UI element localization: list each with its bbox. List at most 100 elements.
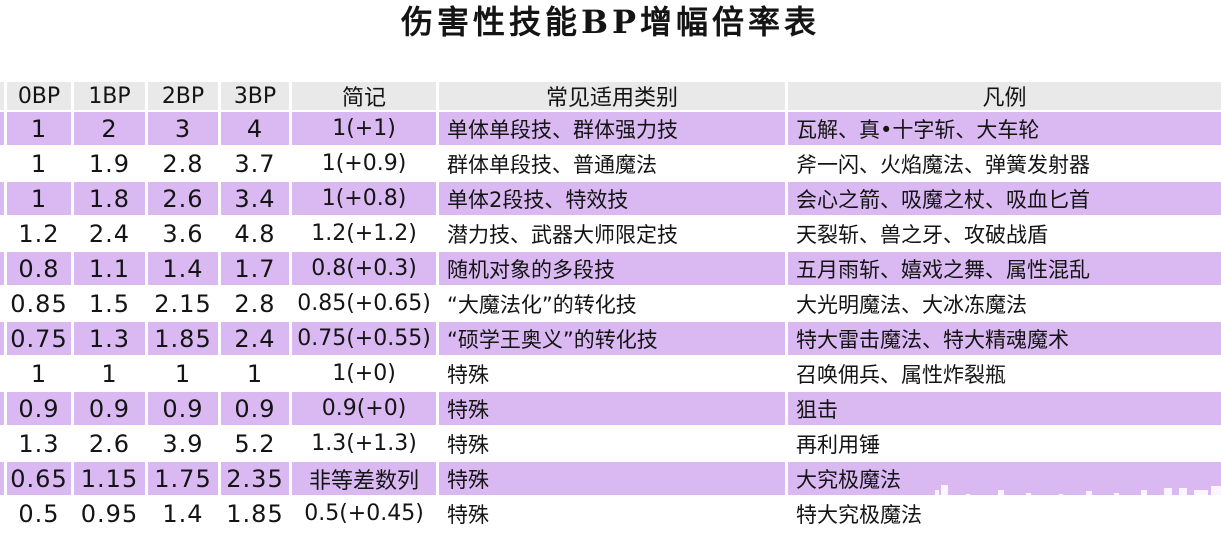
cell-1bp: 0.9 (74, 392, 145, 425)
cell-1bp: 1.1 (74, 252, 145, 285)
cell-3bp: 2.4 (221, 322, 289, 355)
cell-examples: 会心之箭、吸魔之杖、吸血匕首 (788, 182, 1221, 215)
cell-examples: 特大究极魔法 (796, 502, 922, 527)
cell-2bp: 1 (174, 359, 192, 388)
cell-1bp: 1.3 (74, 322, 145, 355)
cell-abbr: 1(+0.9) (321, 151, 407, 176)
cell-1bp: 2.6 (88, 429, 131, 458)
cell-0bp: 1 (7, 182, 71, 215)
cell-category: 单体2段技、特效技 (439, 182, 785, 215)
cell-category: 特殊 (447, 432, 489, 457)
cell-1bp: 0.95 (80, 499, 139, 528)
cell-0bp: 0.85 (10, 289, 68, 318)
row-edge-cell (0, 217, 4, 250)
cell-examples: 召唤佣兵、属性炸裂瓶 (796, 362, 1006, 387)
cell-2bp: 1.4 (148, 252, 218, 285)
cell-category: 特殊 (439, 462, 785, 495)
row-edge-cell (0, 392, 4, 425)
cell-1bp: 1.9 (88, 149, 131, 178)
cell-category: 特殊 (447, 502, 489, 527)
cell-2bp: 2.6 (148, 182, 218, 215)
col-header-abbr: 简记 (292, 82, 436, 110)
row-edge-cell (0, 252, 4, 285)
cell-abbr: 非等差数列 (292, 462, 436, 495)
cell-examples: 天裂斩、兽之牙、攻破战盾 (796, 222, 1048, 247)
cell-abbr: 0.5(+0.45) (304, 501, 424, 526)
header-edge-cell (0, 82, 4, 110)
cell-3bp: 2.8 (234, 289, 276, 318)
row-edge-cell (0, 287, 4, 320)
cell-abbr: 1(+0) (332, 361, 396, 386)
cell-3bp: 3.7 (234, 149, 276, 178)
cell-0bp: 0.75 (7, 322, 71, 355)
cell-2bp: 3.6 (162, 219, 204, 248)
cell-0bp: 0.5 (18, 499, 60, 528)
cell-examples: 瓦解、真•十字斩、大车轮 (788, 112, 1221, 145)
cell-examples: 斧一闪、火焰魔法、弹簧发射器 (796, 152, 1090, 177)
cell-2bp: 3 (148, 112, 218, 145)
cell-examples: 五月雨斩、嬉戏之舞、属性混乱 (788, 252, 1221, 285)
cell-1bp: 1 (101, 359, 118, 388)
cell-1bp: 2 (74, 112, 145, 145)
cell-0bp: 1.3 (18, 429, 60, 458)
cell-0bp: 1 (30, 359, 48, 388)
cell-abbr: 0.8(+0.3) (292, 252, 436, 285)
cell-examples: 大光明魔法、大冰冻魔法 (796, 292, 1027, 317)
row-edge-cell (0, 427, 4, 460)
cell-category: “大魔法化”的转化技 (447, 292, 637, 317)
col-header-category: 常见适用类别 (439, 82, 785, 110)
col-header-1bp: 1BP (74, 82, 145, 110)
cell-3bp: 1.7 (221, 252, 289, 285)
col-header-examples: 凡例 (788, 82, 1221, 110)
cell-0bp: 0.8 (7, 252, 71, 285)
cell-examples: 狙击 (788, 392, 1221, 425)
row-edge-cell (0, 147, 4, 180)
page-title: 伤害性技能BP增幅倍率表 (400, 3, 821, 41)
cell-0bp: 1.2 (18, 219, 60, 248)
cell-abbr: 1(+1) (292, 112, 436, 145)
bp-multiplier-table: 0BP 1BP 2BP 3BP 简记 常见适用类别 凡例 1 2 3 4 1(+… (0, 82, 1221, 530)
cell-0bp: 0.65 (7, 462, 71, 495)
cell-category: 群体单段技、普通魔法 (447, 152, 657, 177)
cell-3bp: 5.2 (234, 429, 276, 458)
cell-3bp: 3.4 (221, 182, 289, 215)
cell-0bp: 0.9 (7, 392, 71, 425)
cell-category: 单体单段技、群体强力技 (439, 112, 785, 145)
cell-category: “硕学王奥义”的转化技 (439, 322, 785, 355)
row-edge-cell (0, 357, 4, 390)
cell-abbr: 1(+0.8) (292, 182, 436, 215)
cell-3bp: 1 (246, 359, 264, 388)
cell-category: 随机对象的多段技 (439, 252, 785, 285)
col-header-0bp: 0BP (7, 82, 71, 110)
cell-3bp: 1.85 (226, 499, 284, 528)
cell-2bp: 2.8 (162, 149, 204, 178)
col-header-2bp: 2BP (148, 82, 218, 110)
cell-abbr: 0.85(+0.65) (297, 291, 431, 316)
cell-2bp: 0.9 (148, 392, 218, 425)
cell-2bp: 1.85 (148, 322, 218, 355)
cell-0bp: 1 (30, 149, 48, 178)
cell-2bp: 1.75 (148, 462, 218, 495)
cell-2bp: 3.9 (162, 429, 204, 458)
cell-abbr: 1.2(+1.2) (311, 221, 417, 246)
cell-category: 潜力技、武器大师限定技 (447, 222, 678, 247)
cell-2bp: 1.4 (162, 499, 204, 528)
cell-0bp: 1 (7, 112, 71, 145)
cell-category: 特殊 (447, 362, 489, 387)
cell-3bp: 4 (221, 112, 289, 145)
row-edge-cell (0, 497, 4, 530)
row-edge-cell (0, 182, 4, 215)
col-header-3bp: 3BP (221, 82, 289, 110)
cell-abbr: 1.3(+1.3) (311, 431, 417, 456)
cell-examples: 再利用锤 (796, 432, 880, 457)
cell-examples: 特大雷击魔法、特大精魂魔术 (788, 322, 1221, 355)
cell-1bp: 2.4 (88, 219, 131, 248)
cell-3bp: 2.35 (221, 462, 289, 495)
cell-3bp: 0.9 (221, 392, 289, 425)
cell-category: 特殊 (439, 392, 785, 425)
cell-1bp: 1.8 (74, 182, 145, 215)
row-edge-cell (0, 462, 4, 495)
cell-abbr: 0.75(+0.55) (292, 322, 436, 355)
cell-3bp: 4.8 (234, 219, 276, 248)
cell-2bp: 2.15 (154, 289, 212, 318)
